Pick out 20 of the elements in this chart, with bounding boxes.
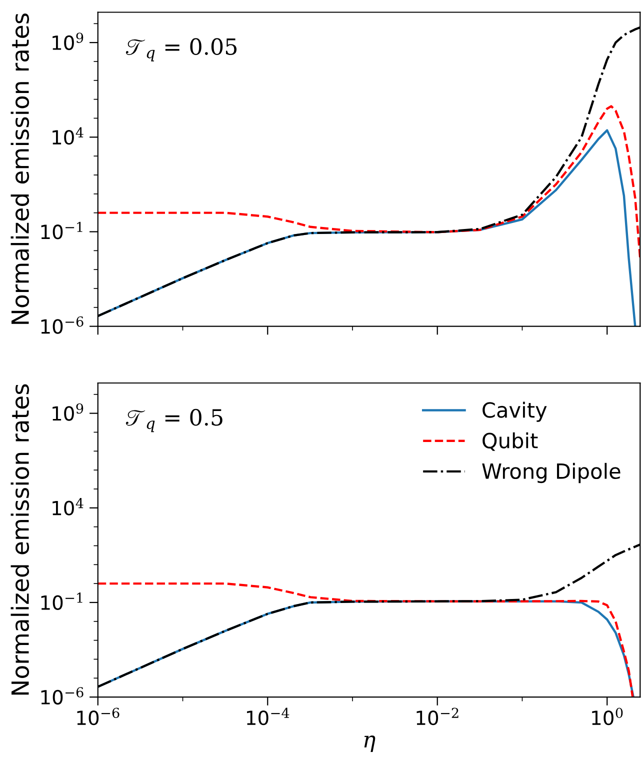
- y-tick-label: 10$^{4}$: [52, 127, 84, 145]
- y-tick-label: 10$^{−1}$: [41, 222, 82, 240]
- x-tick-label: 10$^{−2}$: [416, 708, 458, 726]
- y-tick-label: 10$^{−6}$: [41, 687, 84, 705]
- y-tick-label: 10$^{−1}$: [41, 592, 82, 610]
- y-tick-label: 10$^{9}$: [52, 403, 84, 421]
- y-tick-label: 10$^{4}$: [52, 498, 84, 516]
- legend-label: Wrong Dipole: [482, 462, 620, 484]
- y-axis-title: Normalized emission rates: [10, 14, 30, 324]
- y-axis-title: Normalized emission rates: [10, 384, 30, 695]
- x-tick-label: 10$^{0}$: [592, 708, 623, 726]
- annotation: 𝒯$_{q}$ = 0.5: [126, 408, 222, 432]
- y-tick-label: 10$^{9}$: [52, 32, 84, 50]
- legend-label: Cavity: [482, 402, 547, 422]
- annotation: 𝒯$_{q}$ = 0.05: [126, 38, 237, 62]
- y-tick-label: 10$^{−6}$: [41, 316, 84, 334]
- x-tick-label: 10$^{−6}$: [77, 708, 120, 726]
- x-tick-label: 10$^{−4}$: [247, 708, 290, 726]
- x-axis-title: η: [364, 735, 376, 752]
- legend-label: Qubit: [482, 432, 538, 451]
